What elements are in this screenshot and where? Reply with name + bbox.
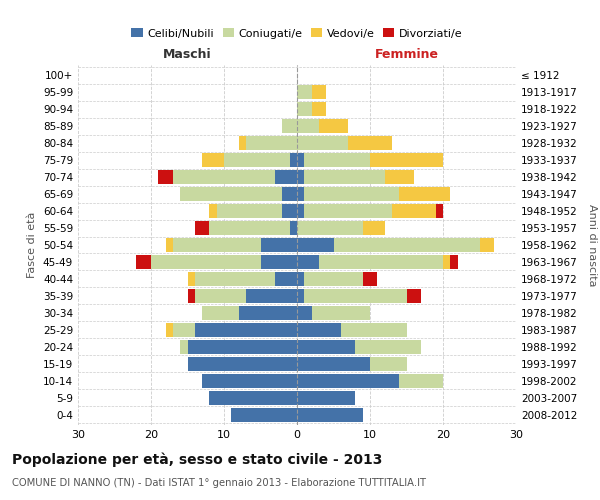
Bar <box>202 306 239 320</box>
Bar <box>275 170 297 184</box>
Bar <box>275 272 297 286</box>
Bar <box>195 323 297 337</box>
Bar <box>370 153 443 167</box>
Bar <box>319 255 443 269</box>
Text: COMUNE DI NANNO (TN) - Dati ISTAT 1° gennaio 2013 - Elaborazione TUTTITALIA.IT: COMUNE DI NANNO (TN) - Dati ISTAT 1° gen… <box>12 478 426 488</box>
Bar <box>209 204 217 218</box>
Bar <box>180 187 283 201</box>
Text: Femmine: Femmine <box>374 48 439 61</box>
Bar <box>173 238 260 252</box>
Bar <box>362 272 377 286</box>
Bar <box>187 272 195 286</box>
Bar <box>297 238 334 252</box>
Bar <box>297 153 304 167</box>
Bar <box>283 119 297 133</box>
Bar <box>224 153 290 167</box>
Bar <box>304 204 392 218</box>
Bar <box>297 187 304 201</box>
Bar <box>209 221 290 235</box>
Bar <box>297 170 304 184</box>
Bar <box>297 408 362 422</box>
Bar <box>180 340 187 354</box>
Bar <box>297 221 362 235</box>
Bar <box>341 323 407 337</box>
Bar <box>297 272 304 286</box>
Bar <box>173 170 275 184</box>
Bar <box>399 187 450 201</box>
Bar <box>187 340 297 354</box>
Bar <box>304 153 370 167</box>
Bar <box>334 238 479 252</box>
Bar <box>304 187 399 201</box>
Bar <box>297 136 348 150</box>
Bar <box>297 391 355 405</box>
Bar <box>136 255 151 269</box>
Bar <box>392 204 436 218</box>
Bar <box>158 170 173 184</box>
Bar <box>217 204 283 218</box>
Y-axis label: Anni di nascita: Anni di nascita <box>587 204 597 286</box>
Bar <box>355 340 421 354</box>
Bar <box>297 255 319 269</box>
Bar <box>246 136 297 150</box>
Text: Popolazione per età, sesso e stato civile - 2013: Popolazione per età, sesso e stato civil… <box>12 452 382 467</box>
Bar <box>297 119 319 133</box>
Bar <box>195 221 209 235</box>
Bar <box>297 340 355 354</box>
Bar <box>283 204 297 218</box>
Bar <box>304 170 385 184</box>
Bar <box>232 408 297 422</box>
Text: Maschi: Maschi <box>163 48 212 61</box>
Bar <box>283 187 297 201</box>
Bar <box>202 374 297 388</box>
Bar <box>195 272 275 286</box>
Bar <box>297 102 311 116</box>
Bar <box>166 238 173 252</box>
Bar <box>239 136 246 150</box>
Bar <box>195 289 246 303</box>
Bar <box>443 255 450 269</box>
Bar <box>297 306 311 320</box>
Bar <box>479 238 494 252</box>
Bar <box>260 238 297 252</box>
Bar <box>151 255 260 269</box>
Bar <box>362 221 385 235</box>
Bar <box>348 136 392 150</box>
Bar <box>370 357 407 371</box>
Bar <box>290 221 297 235</box>
Bar <box>311 102 326 116</box>
Bar <box>399 374 443 388</box>
Bar <box>436 204 443 218</box>
Bar <box>297 204 304 218</box>
Bar <box>297 374 399 388</box>
Bar <box>297 323 341 337</box>
Bar <box>297 289 304 303</box>
Bar <box>166 323 173 337</box>
Bar <box>450 255 458 269</box>
Bar <box>304 289 407 303</box>
Bar <box>290 153 297 167</box>
Bar <box>209 391 297 405</box>
Bar <box>385 170 414 184</box>
Bar <box>297 85 311 99</box>
Bar <box>407 289 421 303</box>
Bar <box>260 255 297 269</box>
Bar <box>202 153 224 167</box>
Bar <box>297 357 370 371</box>
Bar <box>311 85 326 99</box>
Bar <box>304 272 362 286</box>
Bar <box>311 306 370 320</box>
Y-axis label: Fasce di età: Fasce di età <box>28 212 37 278</box>
Bar <box>173 323 195 337</box>
Bar <box>239 306 297 320</box>
Bar <box>187 289 195 303</box>
Bar <box>187 357 297 371</box>
Legend: Celibi/Nubili, Coniugati/e, Vedovi/e, Divorziati/e: Celibi/Nubili, Coniugati/e, Vedovi/e, Di… <box>127 24 467 43</box>
Bar <box>319 119 348 133</box>
Bar <box>246 289 297 303</box>
